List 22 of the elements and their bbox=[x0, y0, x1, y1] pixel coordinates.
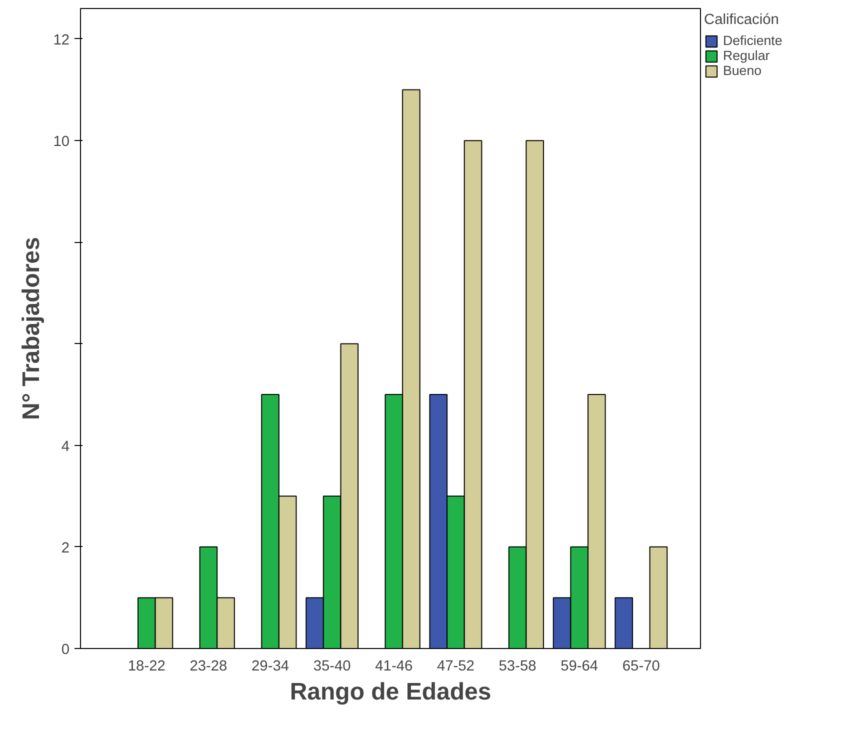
x-tick-label: 18-22 bbox=[128, 658, 166, 674]
legend-label: Deficiente bbox=[723, 33, 782, 48]
bar bbox=[614, 597, 634, 648]
y-tick-label: 0 bbox=[61, 642, 70, 658]
x-tick-label: 35-40 bbox=[313, 658, 351, 674]
x-axis-title: Rango de Edades bbox=[290, 678, 492, 706]
x-tick-label: 41-46 bbox=[375, 658, 413, 674]
x-tick-label: 47-52 bbox=[436, 658, 474, 674]
y-axis-title: N° Trabajadores bbox=[18, 237, 46, 420]
y-tick-label: 2 bbox=[61, 540, 70, 556]
y-tick-label: 10 bbox=[53, 134, 70, 150]
x-tick-label: 29-34 bbox=[252, 658, 290, 674]
legend-label: Bueno bbox=[723, 63, 762, 78]
legend-title: Calificación bbox=[704, 12, 780, 28]
x-tick-label: 59-64 bbox=[560, 658, 598, 674]
y-tick-label: 12 bbox=[53, 32, 70, 48]
legend-label: Regular bbox=[723, 48, 770, 63]
bar bbox=[649, 546, 668, 648]
x-tick-label: 53-58 bbox=[498, 658, 536, 674]
x-tick-label: 65-70 bbox=[622, 658, 660, 674]
x-tick-label: 23-28 bbox=[190, 658, 228, 674]
y-tick-label: 4 bbox=[61, 438, 70, 455]
